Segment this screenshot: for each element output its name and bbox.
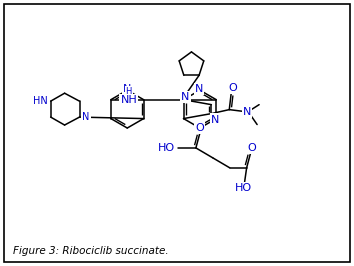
Text: N: N — [211, 115, 219, 124]
Text: N: N — [243, 107, 251, 117]
Text: HO: HO — [235, 183, 252, 193]
Text: NH: NH — [120, 95, 137, 105]
Text: N: N — [181, 92, 190, 102]
Text: H: H — [126, 87, 132, 96]
Text: HN: HN — [33, 96, 48, 106]
Text: O: O — [228, 83, 236, 93]
Text: HO: HO — [158, 143, 175, 153]
Text: N: N — [123, 84, 131, 94]
Text: O: O — [195, 123, 204, 133]
Text: N: N — [195, 84, 203, 94]
Text: N: N — [82, 112, 90, 122]
Text: O: O — [247, 143, 256, 153]
Text: Figure 3: Ribociclib succinate.: Figure 3: Ribociclib succinate. — [13, 246, 169, 256]
